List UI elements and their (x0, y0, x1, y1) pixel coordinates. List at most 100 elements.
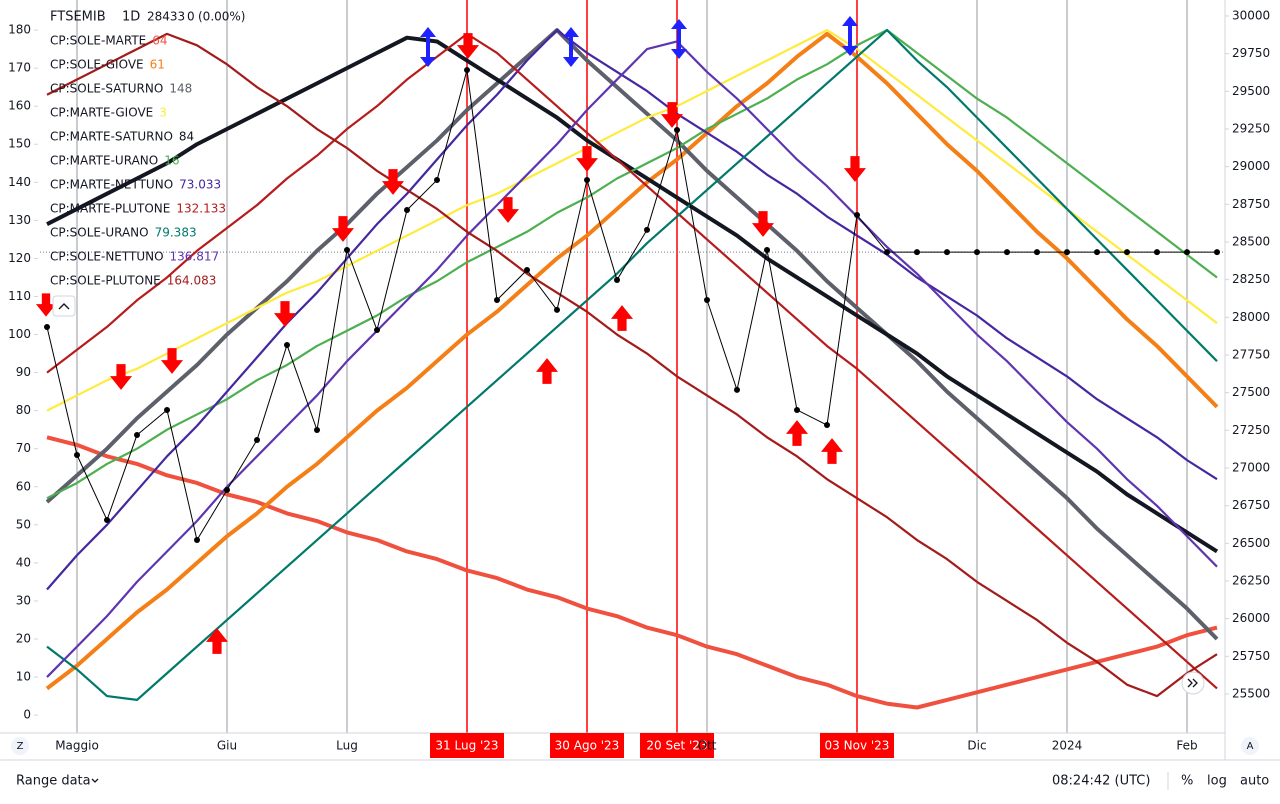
price-point (734, 386, 740, 393)
event-label-box (430, 733, 504, 758)
price-point (674, 127, 680, 134)
auto-scale-label: A (1247, 741, 1254, 752)
price-point (914, 249, 920, 256)
y2-tick-label: 27250 (1232, 423, 1270, 437)
y2-tick-label: 27000 (1232, 460, 1270, 474)
y-tick-label: 20 (16, 631, 31, 645)
y-tick-label: 50 (16, 517, 31, 531)
price-point (224, 486, 230, 493)
x-tick-label: Giu (217, 739, 237, 753)
y-tick-label: 120 (8, 251, 31, 265)
series-line (46, 32, 1218, 690)
price-point (584, 177, 590, 184)
y-tick-label: 60 (16, 479, 31, 493)
interval: 1D (122, 10, 140, 25)
y2-tick-label: 28000 (1232, 310, 1270, 324)
event-label: 20 Set '23 (646, 739, 707, 753)
series-line (46, 28, 1218, 591)
legend-value: 79.383 (155, 226, 197, 240)
y-tick-label: 80 (16, 403, 31, 417)
scroll-button[interactable] (1181, 671, 1205, 695)
series-line (46, 32, 1218, 698)
series-line (45, 28, 1219, 641)
legend-name: CP:MARTE-SATURNO (50, 130, 173, 144)
legend-name: CP:MARTE-URANO (50, 154, 158, 168)
legend-name: CP:SOLE-GIOVE (50, 58, 144, 72)
price-point (644, 226, 650, 233)
legend-value: 64 (152, 34, 167, 48)
series-line (46, 35, 1219, 554)
legend-value: 148 (169, 82, 192, 96)
auto-scale-button[interactable] (1241, 737, 1259, 755)
legend-name: CP:SOLE-NETTUNO (50, 250, 164, 264)
x-tick-label: Feb (1176, 739, 1197, 753)
legend-value: 61 (150, 58, 165, 72)
price-point (134, 431, 140, 438)
x-tick-label: Lug (336, 739, 358, 753)
x-tick-label: 2024 (1052, 739, 1083, 753)
series-line (45, 31, 1219, 691)
y-tick-label: 0 (23, 708, 31, 722)
y2-tick-label: 29500 (1232, 84, 1270, 98)
price-point (704, 296, 710, 303)
y2-tick-label: 25750 (1232, 649, 1270, 663)
y2-tick-label: 26750 (1232, 498, 1270, 512)
series-line (46, 435, 1218, 710)
price-point (1064, 249, 1070, 256)
price-point (1094, 249, 1100, 256)
price-point (1184, 249, 1190, 256)
x-tick-label: Ott (698, 739, 717, 753)
series-line (46, 40, 1218, 678)
series-line (46, 28, 1218, 412)
price-point (944, 249, 950, 256)
y2-tick-label: 29000 (1232, 159, 1270, 173)
price-point (854, 212, 860, 219)
y-tick-label: 100 (8, 327, 31, 341)
y2-tick-label: 28750 (1232, 197, 1270, 211)
scroll-icon (1187, 678, 1198, 688)
price-point (1214, 249, 1220, 256)
collapse-legend[interactable] (52, 295, 76, 317)
legend-value: 84 (179, 130, 194, 144)
price-point (344, 246, 350, 253)
goto-button[interactable] (11, 737, 29, 755)
price-point (794, 406, 800, 413)
y2-tick-label: 29750 (1232, 46, 1270, 60)
legend: FTSEMIB 1D 28433 0 (0.00%) CP:SOLE-MARTE… (50, 10, 245, 317)
legend-value: 16 (164, 154, 179, 168)
y-tick-label: 130 (8, 213, 31, 227)
y2-tick-label: 27500 (1232, 385, 1270, 399)
price-point (374, 326, 380, 333)
y2-tick-label: 25500 (1232, 686, 1270, 700)
y-tick-label: 160 (8, 99, 31, 113)
price-point (44, 323, 50, 330)
price-point (404, 207, 410, 214)
price-point (1124, 249, 1130, 256)
y-tick-label: 150 (8, 137, 31, 151)
goto-label: Z (17, 741, 24, 752)
price-point (164, 406, 170, 413)
y-tick-label: 170 (8, 61, 31, 75)
price-point (434, 177, 440, 184)
series-line (46, 69, 1217, 541)
y-tick-label: 40 (16, 555, 31, 569)
legend-name: CP:MARTE-PLUTONE (50, 202, 170, 216)
log-button[interactable]: log (1207, 774, 1227, 789)
y2-tick-label: 26500 (1232, 536, 1270, 550)
price-point (614, 276, 620, 283)
legend-name: CP:SOLE-PLUTONE (50, 274, 161, 288)
change: 0 (187, 10, 195, 24)
bottom-toolbar: Z A Range data 08:24:42 (UTC) % log auto (11, 737, 1269, 790)
series-line (46, 28, 1218, 701)
last-price: 28433 (147, 10, 185, 24)
range-button[interactable]: Range data (16, 774, 91, 789)
percent-button[interactable]: % (1181, 774, 1193, 789)
event-label: 03 Nov '23 (825, 739, 890, 753)
auto-button[interactable]: auto (1240, 774, 1269, 789)
legend-name: CP:SOLE-MARTE (50, 34, 146, 48)
y2-tick-label: 28500 (1232, 234, 1270, 248)
price-point (254, 436, 260, 443)
price-point (464, 67, 470, 74)
price-point (1154, 249, 1160, 256)
